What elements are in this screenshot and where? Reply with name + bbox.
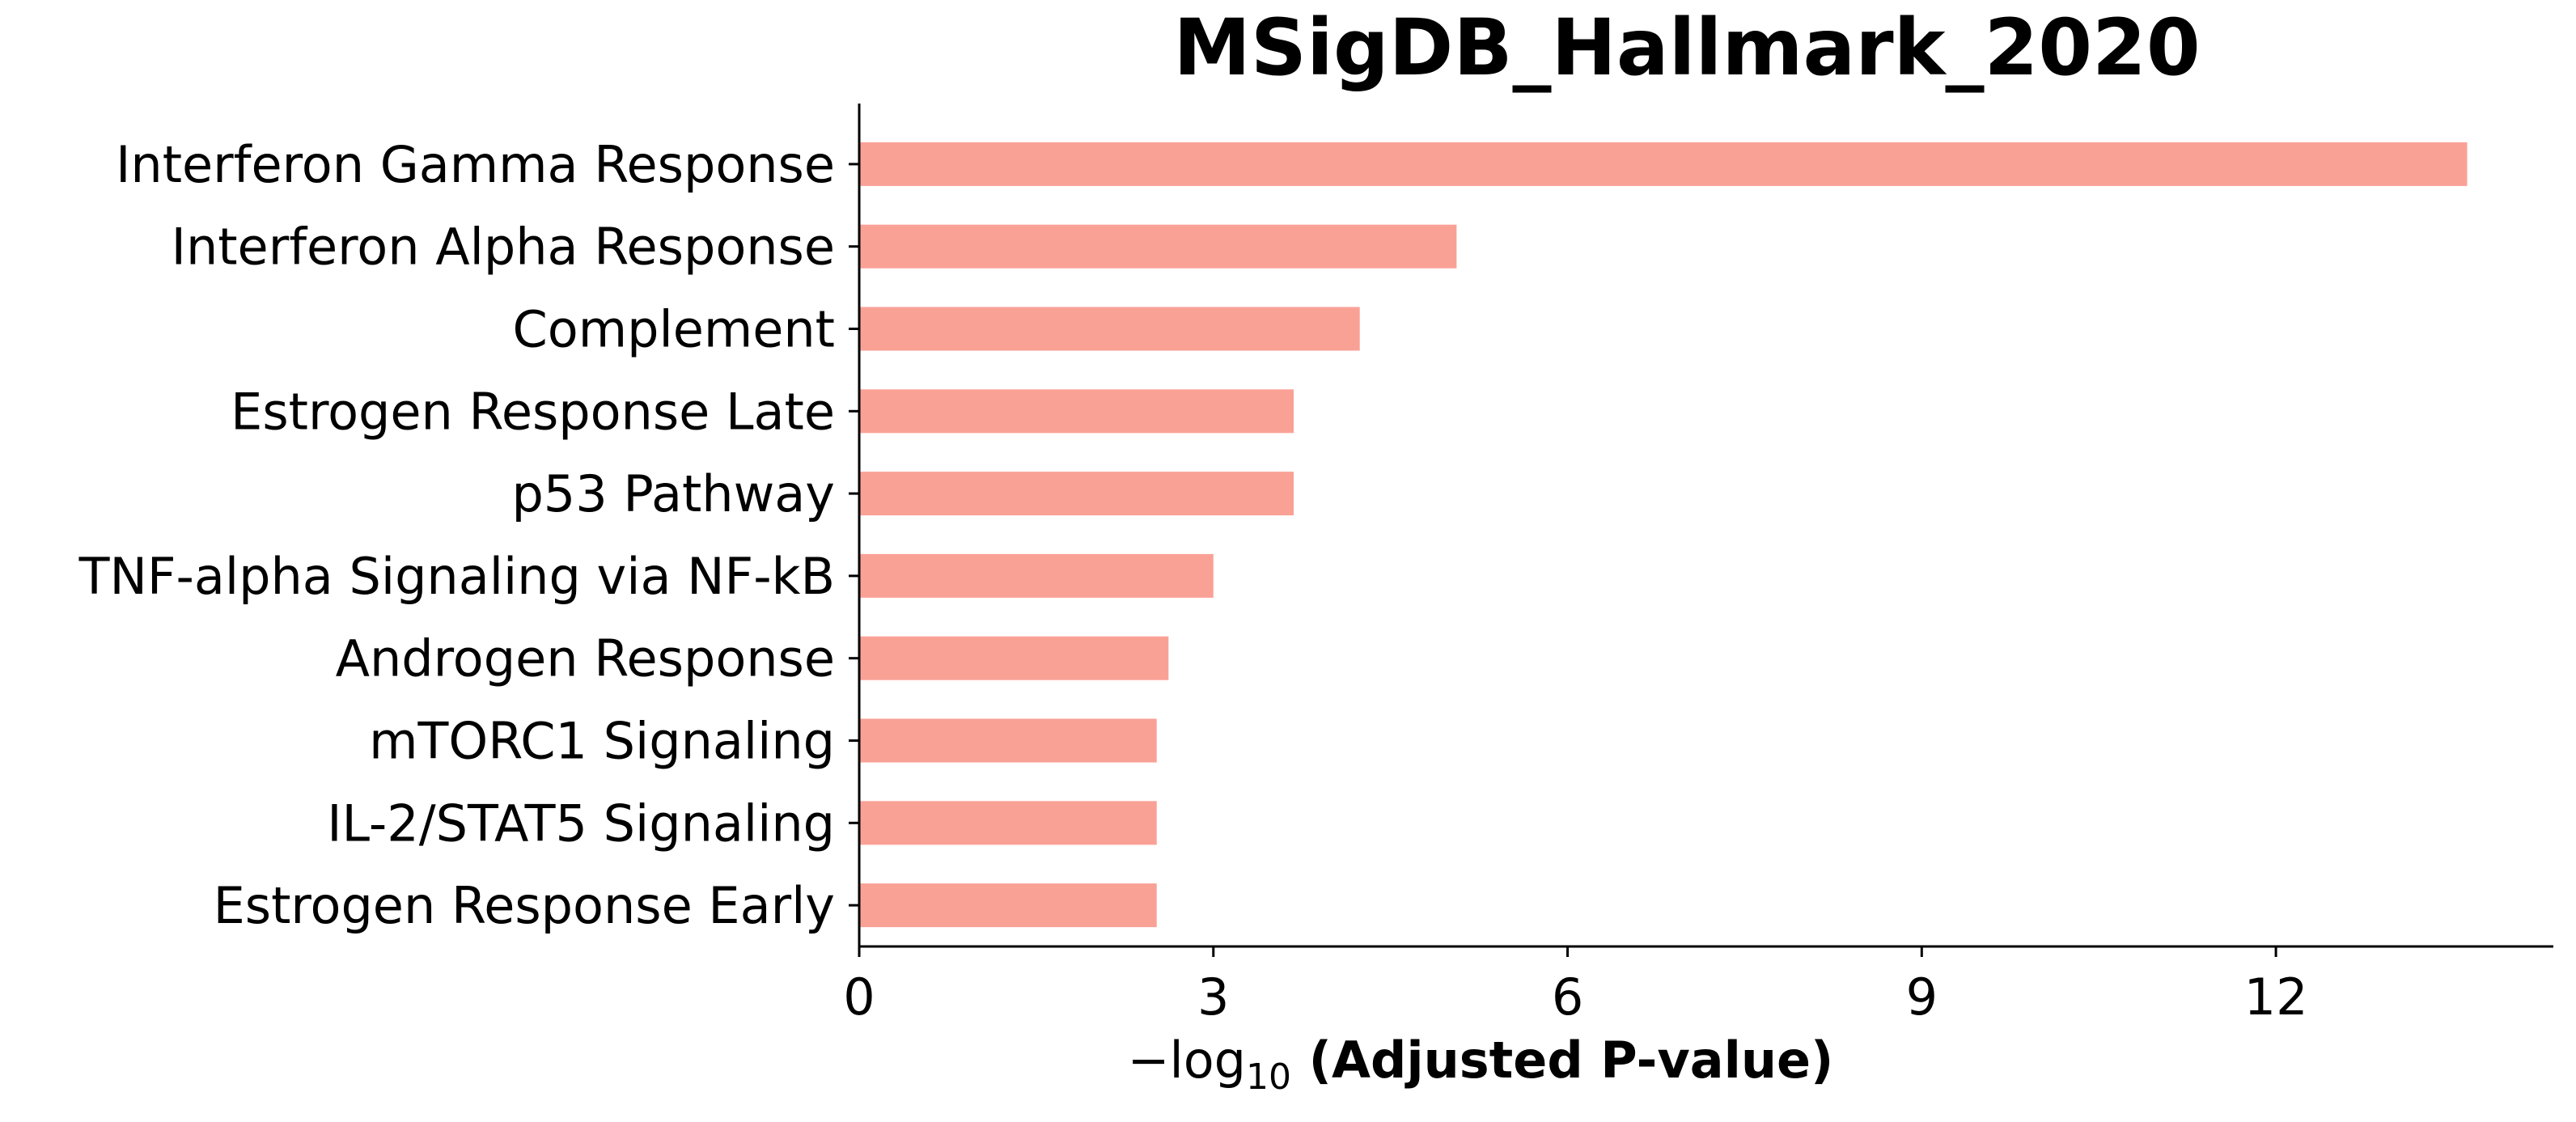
y-tick-label-complement: Complement: [513, 300, 836, 359]
bar-tnf-alpha-signaling-via-nf-kb: [859, 553, 1214, 598]
x-axis-label-prefix: −log: [1128, 1031, 1246, 1090]
bars-layer: [859, 142, 2468, 928]
y-tick-label-mtorc1-signaling: mTORC1 Signaling: [369, 712, 835, 771]
x-tick-label-6: 6: [1552, 967, 1583, 1027]
chart-title: MSigDB_Hallmark_2020: [1173, 2, 2200, 93]
bar-mtorc1-signaling: [859, 718, 1157, 763]
bar-androgen-response: [859, 636, 1169, 680]
x-axis-label-subscript: 10: [1246, 1056, 1291, 1098]
bar-interferon-alpha-response: [859, 224, 1457, 269]
bar-interferon-gamma-response: [859, 142, 2468, 186]
x-tick-label-12: 12: [2244, 967, 2308, 1027]
bar-il-2-stat5-signaling: [859, 801, 1157, 845]
x-ticks: 0 3 6 9 12: [843, 946, 2308, 1027]
x-tick-label-3: 3: [1197, 967, 1229, 1027]
x-axis-label: −log10 (Adjusted P-value): [1128, 1031, 1834, 1098]
y-tick-labels: Interferon Gamma Response Interferon Alph…: [78, 135, 859, 935]
x-tick-label-0: 0: [843, 967, 875, 1027]
y-tick-label-interferon-alpha-response: Interferon Alpha Response: [172, 218, 835, 277]
bar-estrogen-response-late: [859, 389, 1294, 434]
y-tick-label-estrogen-response-early: Estrogen Response Early: [214, 876, 835, 935]
bar-complement: [859, 307, 1360, 351]
bar-p53-pathway: [859, 472, 1294, 516]
y-tick-label-estrogen-response-late: Estrogen Response Late: [231, 382, 835, 441]
bar-estrogen-response-early: [859, 883, 1157, 928]
x-axis-label-main: (Adjusted P-value): [1291, 1031, 1833, 1090]
y-tick-label-tnf-alpha-signaling-via-nf-kb: TNF-alpha Signaling via NF-kB: [78, 547, 835, 606]
y-tick-label-il-2-stat5-signaling: IL-2/STAT5 Signaling: [327, 794, 835, 853]
y-tick-label-interferon-gamma-response: Interferon Gamma Response: [116, 135, 835, 194]
x-tick-label-9: 9: [1906, 967, 1938, 1027]
y-tick-label-p53-pathway: p53 Pathway: [511, 464, 835, 523]
axes: [858, 104, 2553, 948]
y-tick-label-androgen-response: Androgen Response: [336, 629, 835, 688]
